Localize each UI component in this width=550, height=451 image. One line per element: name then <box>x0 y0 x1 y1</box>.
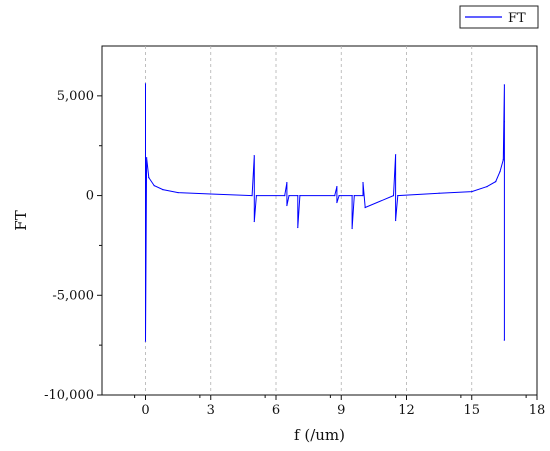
legend: FT <box>459 5 539 29</box>
data-point-ft <box>364 206 366 209</box>
x-tick-label: 9 <box>337 403 345 418</box>
data-point-ft <box>299 194 301 197</box>
y-ticks: -10,000 -5,000 0 5,000 <box>44 89 102 403</box>
data-point-ft <box>338 194 340 197</box>
series-group <box>144 83 505 342</box>
x-ticks: 0 3 6 9 12 15 18 <box>134 395 546 418</box>
data-point-ft <box>286 204 288 207</box>
y-tick-label: -5,000 <box>52 288 94 303</box>
data-point-ft <box>471 190 473 193</box>
y-tick-label: 5,000 <box>57 89 94 104</box>
data-point-ft <box>495 181 497 183</box>
data-point-ft <box>253 155 255 157</box>
legend-label-ft: FT <box>508 11 526 26</box>
data-point-ft <box>334 194 336 197</box>
data-point-ft <box>499 171 501 173</box>
data-point-ft <box>486 185 488 188</box>
grid-lines <box>145 46 473 395</box>
data-point-ft <box>336 185 338 188</box>
data-point-ft <box>144 83 147 85</box>
series-line-ft <box>145 83 505 342</box>
data-point-ft <box>362 182 364 184</box>
data-point-ft <box>503 121 505 123</box>
data-point-ft <box>395 219 397 222</box>
data-point-ft <box>336 201 338 204</box>
data-point-ft <box>177 191 179 194</box>
data-point-ft <box>353 194 355 197</box>
data-point-ft <box>297 226 299 229</box>
data-point-ft <box>503 84 505 86</box>
data-point-ft <box>148 177 150 179</box>
data-point-ft <box>392 194 395 197</box>
y-tick-label: -10,000 <box>44 388 94 403</box>
data-point-ft <box>288 194 290 197</box>
data-point-ft <box>251 194 253 197</box>
y-axis-label: FT <box>12 210 30 230</box>
data-point-ft <box>145 157 148 159</box>
data-point-ft <box>351 194 353 197</box>
x-tick-label: 6 <box>272 403 280 418</box>
data-point-ft <box>351 227 353 230</box>
y-tick-label: 0 <box>86 189 94 204</box>
data-point-ft <box>210 193 212 195</box>
data-point-ft <box>397 194 399 197</box>
data-point-ft <box>162 188 164 191</box>
data-point-ft <box>438 192 440 194</box>
data-point-ft <box>144 340 147 342</box>
x-tick-label: 18 <box>529 403 546 418</box>
data-point-ft <box>503 339 505 341</box>
x-tick-label: 12 <box>398 403 415 418</box>
data-point-ft <box>153 185 155 187</box>
data-point-ft <box>255 194 258 197</box>
data-point-ft <box>253 220 255 223</box>
data-point-ft <box>362 194 364 197</box>
data-point-ft <box>502 159 504 161</box>
x-tick-label: 3 <box>207 403 215 418</box>
data-point-ft <box>284 194 286 197</box>
x-tick-label: 0 <box>141 403 149 418</box>
x-tick-label: 15 <box>463 403 480 418</box>
data-point-ft <box>395 154 397 156</box>
data-point-ft <box>297 194 299 197</box>
x-axis-label: f (/um) <box>294 426 345 444</box>
data-point-ft <box>286 182 288 184</box>
plot-frame <box>101 45 538 396</box>
